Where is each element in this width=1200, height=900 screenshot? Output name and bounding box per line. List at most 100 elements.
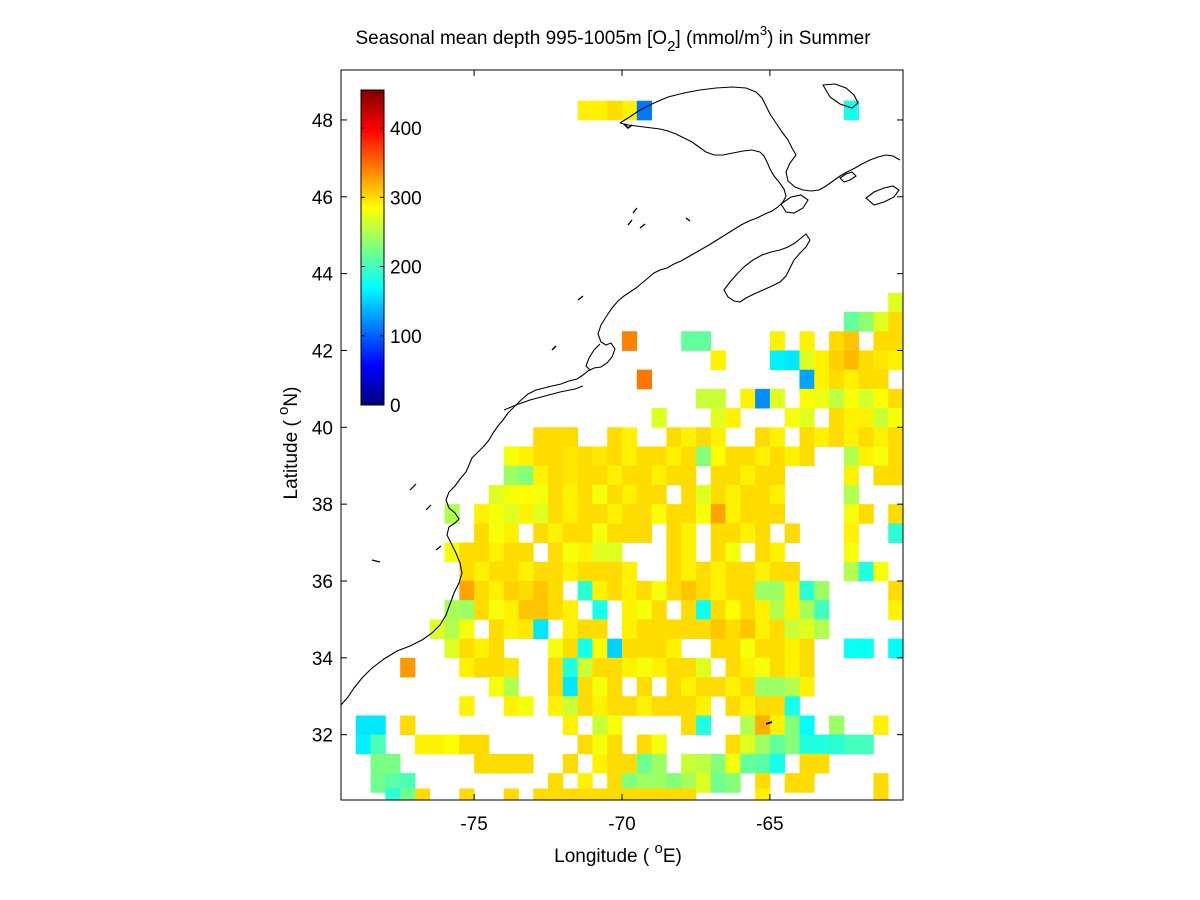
heatmap-cell <box>888 446 903 467</box>
heatmap-cell <box>636 523 652 543</box>
heatmap-cell <box>488 581 505 601</box>
heatmap-cell <box>622 446 638 467</box>
heatmap-cell <box>577 504 593 524</box>
heatmap-cell <box>666 638 682 659</box>
heatmap-cell <box>725 638 741 659</box>
heatmap-cell <box>710 600 726 620</box>
heatmap-cell <box>843 504 860 524</box>
heatmap-cell <box>755 388 771 409</box>
heatmap-cell <box>474 734 490 755</box>
heatmap-cell <box>533 561 549 582</box>
heatmap-cell <box>888 331 903 351</box>
heatmap-cell <box>681 484 697 505</box>
heatmap-cell <box>710 427 726 447</box>
heatmap-cell <box>755 657 771 678</box>
heatmap-cell <box>740 561 756 582</box>
heatmap-cell <box>518 465 534 486</box>
heatmap-cell <box>695 388 712 409</box>
x-tick-label: -75 <box>460 814 487 835</box>
heatmap-cell <box>651 619 667 640</box>
heatmap-cell <box>474 542 490 563</box>
heatmap-cell <box>725 504 741 524</box>
heatmap-cell <box>370 753 386 774</box>
heatmap-cell <box>488 504 505 524</box>
heatmap-cell <box>710 408 726 428</box>
heatmap-cell <box>548 773 564 793</box>
heatmap-cell <box>799 408 815 428</box>
heatmap-cell <box>459 600 475 620</box>
heatmap-cell <box>666 619 682 640</box>
heatmap-cell <box>577 484 593 505</box>
heatmap-cell <box>769 638 786 659</box>
heatmap-cell <box>681 446 697 467</box>
heatmap-cell <box>562 715 579 736</box>
heatmap-cell <box>799 350 815 371</box>
heatmap-cell <box>474 657 490 678</box>
y-tick-label: 34 <box>312 649 334 670</box>
heatmap-cell <box>843 350 860 371</box>
heatmap-cell <box>444 734 460 755</box>
coastline-map <box>341 83 901 725</box>
heatmap-cell <box>725 446 741 467</box>
heatmap-cell <box>622 484 638 505</box>
heatmap-cell <box>843 465 860 486</box>
heatmap-cell <box>607 484 623 505</box>
y-tick-label: 46 <box>312 188 333 209</box>
heatmap-cell <box>548 484 564 505</box>
heatmap-cell <box>548 677 564 697</box>
heatmap-cell <box>562 523 579 543</box>
heatmap-cell <box>518 581 534 601</box>
heatmap-cell <box>843 523 860 543</box>
heatmap-cell <box>695 677 712 697</box>
heatmap-cell <box>873 561 889 582</box>
heatmap-cell <box>577 523 593 543</box>
heatmap-cell <box>681 331 697 351</box>
heatmap-cell <box>843 388 860 409</box>
heatmap-cell <box>681 773 697 793</box>
heatmap-cell <box>784 696 800 716</box>
heatmap-cell <box>888 292 903 313</box>
heatmap-cell <box>518 753 534 774</box>
heatmap-cell <box>888 350 903 371</box>
heatmap-cell <box>636 773 652 793</box>
heatmap-cell <box>666 427 682 447</box>
heatmap-cell <box>710 638 726 659</box>
heatmap-cell <box>518 484 534 505</box>
heatmap-cell <box>769 350 786 371</box>
heatmap-cell <box>636 600 652 620</box>
heatmap-cell <box>562 638 579 659</box>
heatmap-cell <box>725 657 741 678</box>
heatmap-cell <box>474 753 490 774</box>
heatmap-cell <box>799 677 815 697</box>
heatmap-cell <box>873 788 889 800</box>
heatmap-cell <box>503 446 519 467</box>
heatmap-cell <box>503 788 519 800</box>
x-tick-label: -65 <box>756 814 783 835</box>
heatmap-cell <box>622 657 638 678</box>
heatmap-cell <box>681 715 697 736</box>
heatmap-cell <box>503 523 519 543</box>
heatmap-cell <box>622 619 638 640</box>
heatmap-cell <box>651 657 667 678</box>
heatmap-cell <box>740 677 756 697</box>
plot-area: -75 -70 -65 32 34 36 38 40 42 44 46 48 <box>312 69 904 835</box>
heatmap-cell <box>725 465 741 486</box>
heatmap-cell <box>548 657 564 678</box>
heatmap-cell <box>710 504 726 524</box>
heatmap-cell <box>799 427 815 447</box>
heatmap-cell <box>784 523 800 543</box>
heatmap-cell <box>740 734 756 755</box>
heatmap-cell <box>577 619 593 640</box>
heatmap-cell <box>666 561 682 582</box>
heatmap-cell <box>607 657 623 678</box>
heatmap-cell <box>488 484 505 505</box>
heatmap-cell <box>592 446 608 467</box>
heatmap-cell <box>725 619 741 640</box>
heatmap-cell <box>533 788 549 800</box>
heatmap-cells <box>355 100 903 800</box>
heatmap-cell <box>429 619 445 640</box>
heatmap-cell <box>681 657 697 678</box>
heatmap-cell <box>695 427 712 447</box>
heatmap-cell <box>843 312 860 332</box>
heatmap-cell <box>725 484 741 505</box>
